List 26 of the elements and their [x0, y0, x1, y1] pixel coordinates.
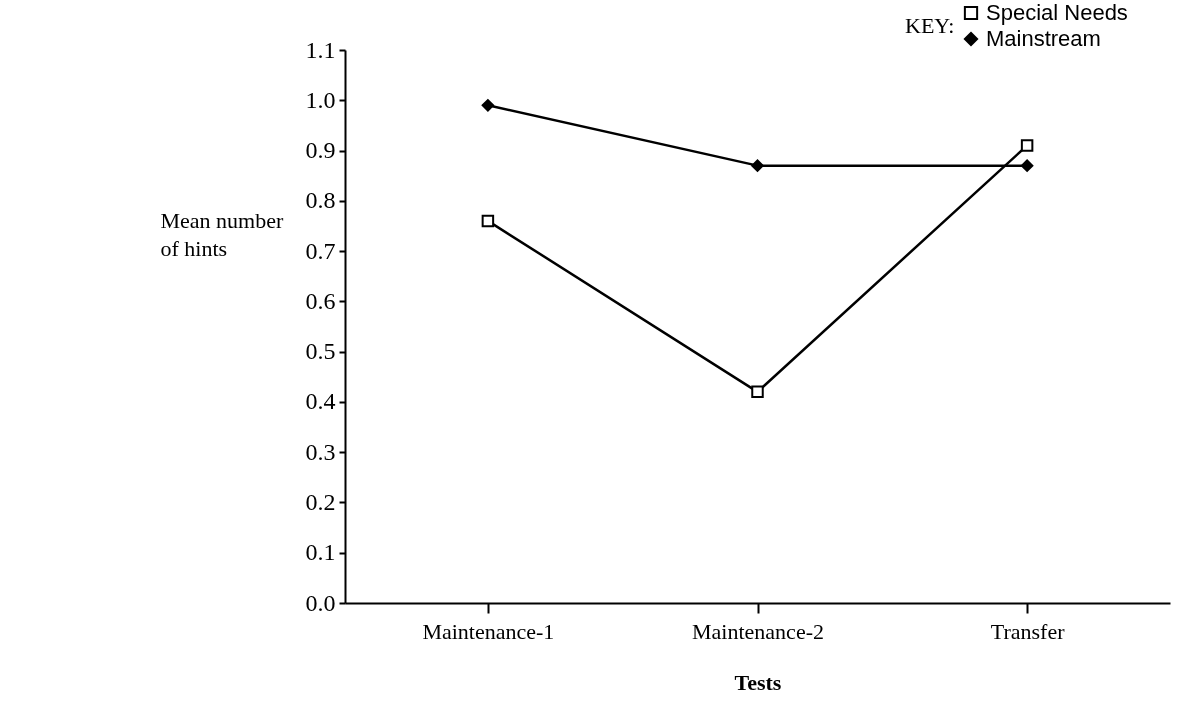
y-tick-label: 0.7	[305, 237, 336, 264]
y-axis-title: Mean number of hints	[160, 207, 284, 261]
y-tick-label: 0.2	[305, 488, 336, 515]
x-tick-label: Maintenance-1	[422, 618, 555, 644]
point	[481, 99, 495, 112]
point	[751, 159, 764, 172]
point	[1020, 139, 1034, 152]
y-tick-label: 0.9	[305, 137, 336, 164]
y-tick-label: 0.0	[305, 589, 336, 616]
legend-label: Special Needs	[986, 0, 1128, 25]
x-tick-label: Maintenance-2	[692, 618, 824, 644]
y-tick-label: 0.5	[305, 338, 336, 365]
point	[751, 385, 764, 399]
y-tick-label: 0.6	[305, 287, 336, 314]
y-tick-label: 1.1	[305, 36, 336, 63]
point	[481, 214, 495, 228]
x-axis-title: Tests	[734, 669, 782, 695]
y-tick-label: 0.4	[305, 388, 336, 415]
y-tick-label: 1.0	[305, 86, 336, 113]
y-tick-label: 0.8	[305, 187, 336, 214]
legend-label: Mainstream	[986, 26, 1101, 51]
y-tick-label: 0.1	[305, 539, 336, 566]
x-tick-label: Transfer	[990, 618, 1066, 644]
y-tick-label: 0.3	[305, 438, 336, 465]
point	[1020, 159, 1034, 172]
legend-title: KEY:	[905, 13, 955, 38]
